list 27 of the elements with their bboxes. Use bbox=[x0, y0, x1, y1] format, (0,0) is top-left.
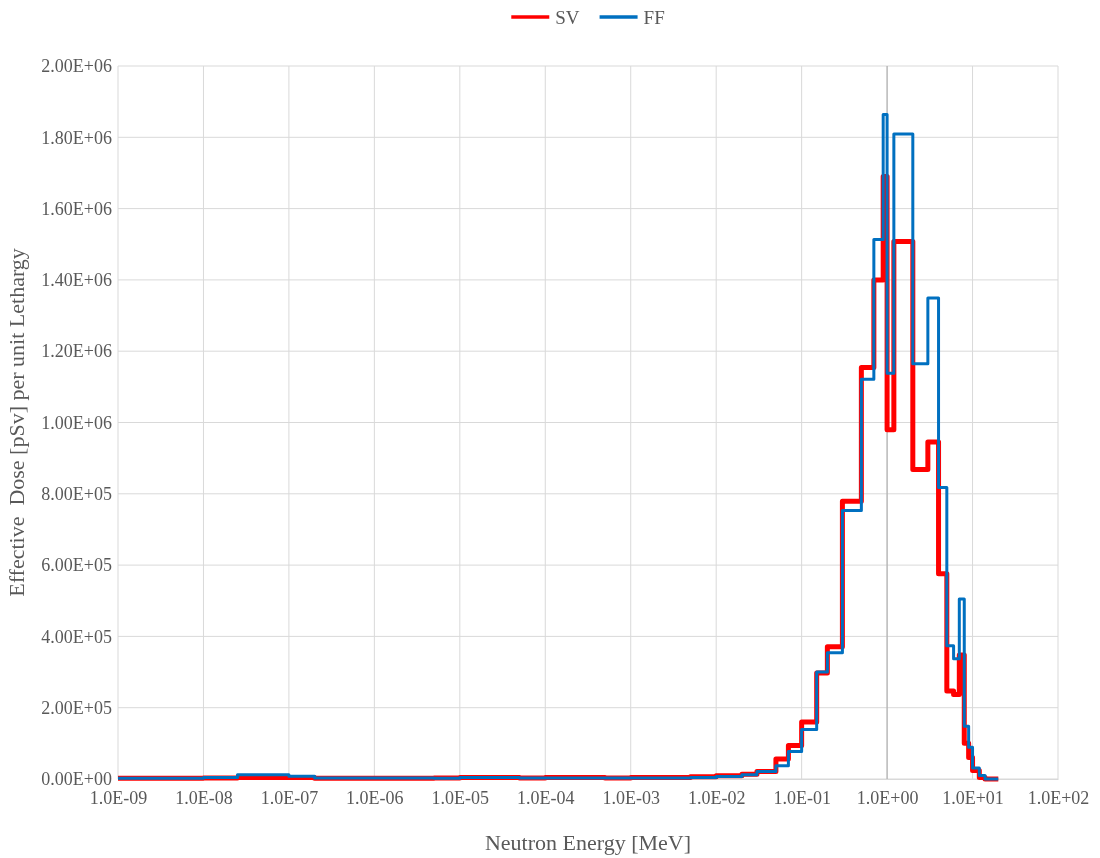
y-tick-label: 0.00E+00 bbox=[41, 769, 112, 790]
legend-label: FF bbox=[643, 7, 665, 28]
x-tick-label: 1.0E-03 bbox=[602, 787, 660, 808]
x-tick-label: 1.0E-06 bbox=[346, 787, 404, 808]
y-axis-title: Effective Dose [pSv] per unit Lethargy bbox=[4, 248, 29, 597]
y-tick-label: 2.00E+05 bbox=[41, 697, 112, 718]
y-tick-label: 1.40E+06 bbox=[41, 270, 112, 291]
x-axis-title: Neutron Energy [MeV] bbox=[484, 830, 692, 855]
y-tick-label: 6.00E+05 bbox=[41, 555, 112, 576]
x-tick-label: 1.0E+02 bbox=[1027, 787, 1090, 808]
y-tick-label: 1.80E+06 bbox=[41, 127, 112, 148]
y-tick-label: 2.00E+06 bbox=[41, 56, 112, 77]
x-tick-label: 1.0E-02 bbox=[687, 787, 746, 808]
x-tick-label: 1.0E-08 bbox=[175, 787, 233, 808]
x-tick-label: 1.0E+01 bbox=[942, 787, 1004, 808]
x-tick-label: 1.0E-07 bbox=[260, 787, 319, 808]
y-tick-label: 1.20E+06 bbox=[41, 341, 112, 362]
x-tick-label: 1.0E+00 bbox=[856, 787, 919, 808]
legend-label: SV bbox=[555, 7, 580, 28]
y-tick-label: 8.00E+05 bbox=[41, 484, 112, 505]
y-tick-label: 4.00E+05 bbox=[41, 626, 112, 647]
y-tick-label: 1.60E+06 bbox=[41, 198, 112, 219]
x-tick-label: 1.0E-04 bbox=[517, 787, 575, 808]
y-tick-label: 1.00E+06 bbox=[41, 412, 112, 433]
x-tick-label: 1.0E-09 bbox=[89, 787, 148, 808]
x-tick-label: 1.0E-01 bbox=[773, 787, 831, 808]
x-tick-label: 1.0E-05 bbox=[431, 787, 490, 808]
